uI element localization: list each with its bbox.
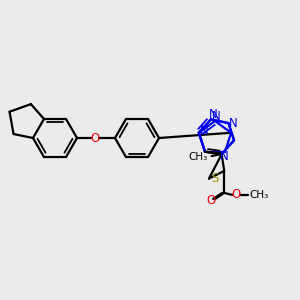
Text: N: N — [212, 110, 220, 122]
Text: CH₃: CH₃ — [188, 152, 208, 162]
Text: N: N — [208, 108, 217, 121]
Text: O: O — [232, 188, 241, 201]
Text: O: O — [207, 194, 216, 207]
Text: S: S — [211, 172, 219, 185]
Text: CH₃: CH₃ — [249, 190, 268, 200]
Text: O: O — [90, 131, 100, 145]
Text: N: N — [229, 117, 238, 130]
Text: N: N — [220, 150, 228, 163]
Text: N: N — [200, 124, 208, 137]
